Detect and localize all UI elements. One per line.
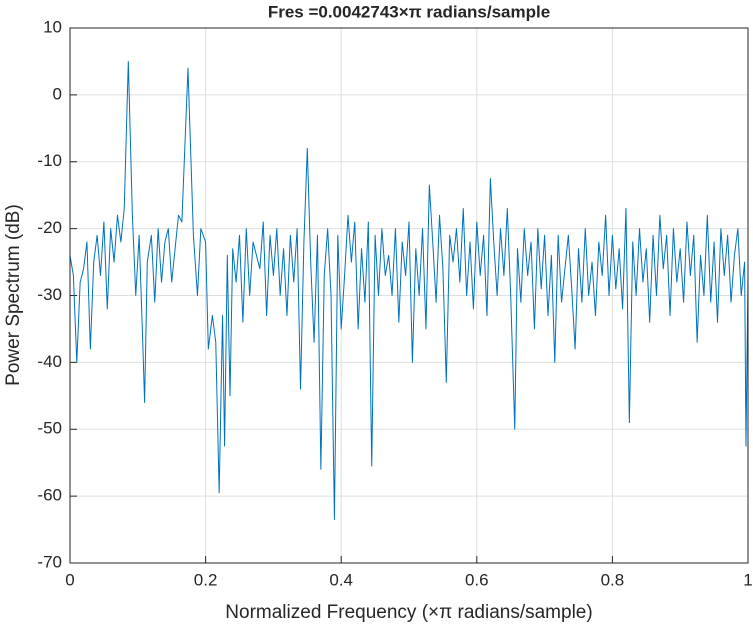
y-tick-label: -30 [37, 285, 62, 304]
y-tick-label: -40 [37, 352, 62, 371]
x-tick-label: 0.2 [194, 570, 218, 589]
y-tick-label: 0 [53, 84, 62, 103]
y-axis-label: Power Spectrum (dB) [3, 204, 24, 386]
axes-box [69, 27, 749, 564]
y-tick-label: -20 [37, 218, 62, 237]
x-tick-label: 0.6 [465, 570, 489, 589]
x-tick-label: 1 [743, 570, 752, 589]
x-tick-label: 0 [65, 570, 74, 589]
y-tick-label: -60 [37, 486, 62, 505]
x-tick-label: 0.4 [329, 570, 353, 589]
y-tick-label: -50 [37, 419, 62, 438]
spectrum-line [69, 60, 749, 521]
y-tick-label: 10 [43, 17, 62, 36]
y-tick-label: -10 [37, 151, 62, 170]
chart-title: Fres =0.0042743×π radians/sample [268, 2, 550, 21]
x-tick-label: 0.8 [601, 570, 625, 589]
x-axis-label: Normalized Frequency (×π radians/sample) [225, 602, 592, 623]
y-tick-label: -70 [37, 552, 62, 571]
